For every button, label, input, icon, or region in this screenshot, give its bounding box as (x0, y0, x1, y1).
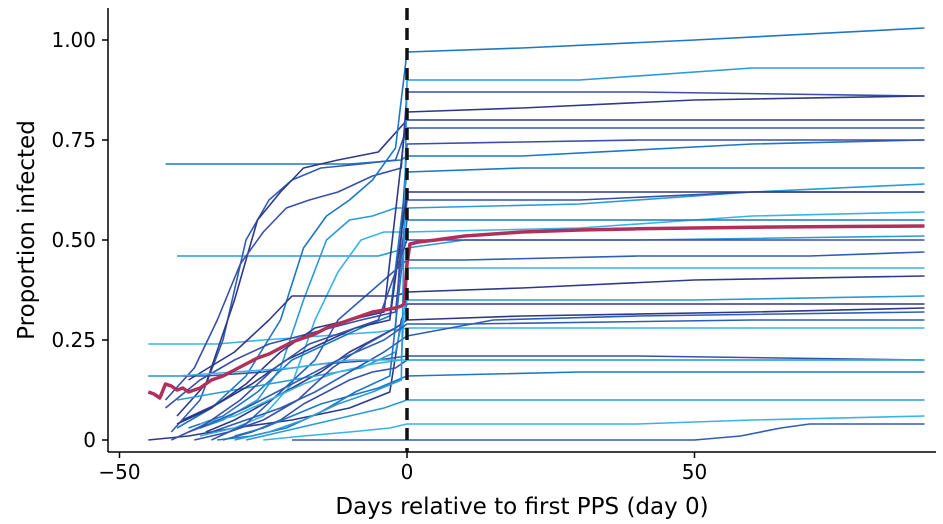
individual-series-line (199, 319, 925, 429)
individual-series-line (205, 307, 925, 433)
individual-series-line (176, 27, 925, 429)
summary-series-line (147, 224, 925, 400)
individual-series-line (188, 183, 925, 433)
individual-series-line (176, 95, 925, 425)
individual-series-line (148, 327, 925, 345)
y-tick-label: 1.00 (51, 28, 96, 52)
individual-series-line (182, 191, 925, 421)
axes (107, 8, 936, 453)
individual-series-line (170, 127, 925, 433)
individual-series-line (199, 267, 925, 425)
y-tick-label: 0.75 (51, 128, 96, 152)
individual-series-line (234, 67, 925, 441)
y-tick-label: 0 (83, 428, 96, 452)
individual-series-line (188, 167, 925, 429)
individual-series-line (164, 191, 925, 409)
individual-series-line (176, 119, 925, 417)
tick-group: 00.250.500.751.00−50 0 50 (51, 28, 707, 484)
y-tick-label: 0.50 (51, 228, 96, 252)
individual-series-line (177, 235, 925, 257)
individual-series-line (170, 239, 925, 441)
individual-series-line (188, 275, 925, 381)
individual-series-line (194, 139, 925, 441)
plot-lines (147, 27, 925, 441)
individual-series-line (211, 311, 925, 433)
individual-series-line (199, 211, 925, 437)
y-axis-title: Proportion infected (14, 120, 40, 340)
x-tick-label: 0 (401, 460, 414, 484)
y-tick-label: 0.25 (51, 328, 96, 352)
x-axis-title: Days relative to first PPS (day 0) (335, 494, 708, 520)
individual-series-line (245, 399, 925, 441)
x-tick-label: 50 (682, 460, 707, 484)
individual-series-line (263, 415, 925, 441)
individual-series-line (148, 359, 925, 377)
individual-series-line (165, 139, 925, 165)
individual-series-line (292, 423, 925, 441)
individual-series-line (164, 91, 925, 401)
x-tick-label: −50 (98, 460, 140, 484)
individual-series-line (211, 251, 925, 441)
